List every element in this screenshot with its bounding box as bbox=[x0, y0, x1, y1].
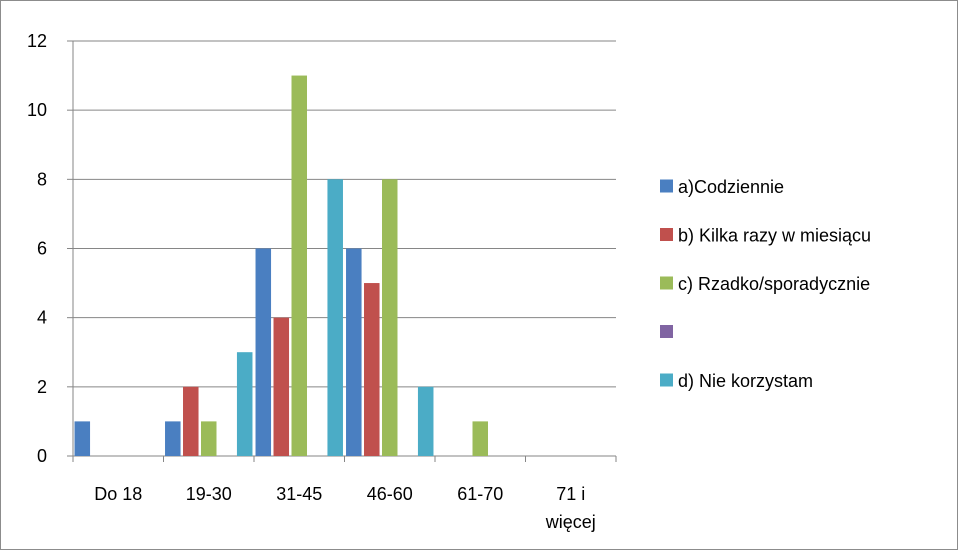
x-tick-label: 61-70 bbox=[457, 484, 503, 504]
legend-label: b) Kilka razy w miesiącu bbox=[678, 226, 871, 246]
bar-shade bbox=[236, 352, 253, 456]
bar-shade bbox=[346, 248, 362, 456]
x-tick-label: 46-60 bbox=[367, 484, 413, 504]
x-tick-label: 19-30 bbox=[186, 484, 232, 504]
x-tick-label: więcej bbox=[545, 512, 596, 532]
bar-shade bbox=[183, 386, 199, 456]
legend-swatch bbox=[660, 228, 673, 241]
y-tick-label: 0 bbox=[37, 446, 47, 466]
y-tick-label: 4 bbox=[37, 308, 47, 328]
y-tick-label: 8 bbox=[37, 169, 47, 189]
y-tick-label: 10 bbox=[27, 100, 47, 120]
bar-shade bbox=[327, 179, 343, 457]
bar-shade bbox=[291, 75, 307, 456]
bar-shade bbox=[74, 421, 91, 456]
y-tick-label: 6 bbox=[37, 239, 47, 259]
bar-shade bbox=[472, 421, 488, 456]
y-tick-label: 2 bbox=[37, 377, 47, 397]
legend-label: d) Nie korzystam bbox=[678, 371, 813, 391]
x-tick-label: 31-45 bbox=[276, 484, 322, 504]
legend-swatch bbox=[660, 179, 673, 193]
legend-swatch bbox=[660, 325, 673, 338]
legend-label: c) Rzadko/sporadycznie bbox=[678, 274, 870, 294]
bar-shade bbox=[382, 179, 398, 457]
bar-shade bbox=[364, 283, 380, 456]
bar-shade bbox=[273, 317, 290, 456]
x-tick-label: 71 i bbox=[556, 484, 585, 504]
bar-shade bbox=[417, 386, 434, 456]
x-tick-label: Do 18 bbox=[94, 484, 142, 504]
bar-shade bbox=[165, 421, 181, 456]
bar-shade bbox=[201, 421, 217, 456]
y-tick-label: 12 bbox=[27, 31, 47, 51]
legend-label: a)Codziennie bbox=[678, 177, 784, 197]
legend-swatch bbox=[660, 276, 673, 290]
legend-swatch bbox=[660, 373, 673, 387]
bar-shade bbox=[255, 248, 272, 456]
